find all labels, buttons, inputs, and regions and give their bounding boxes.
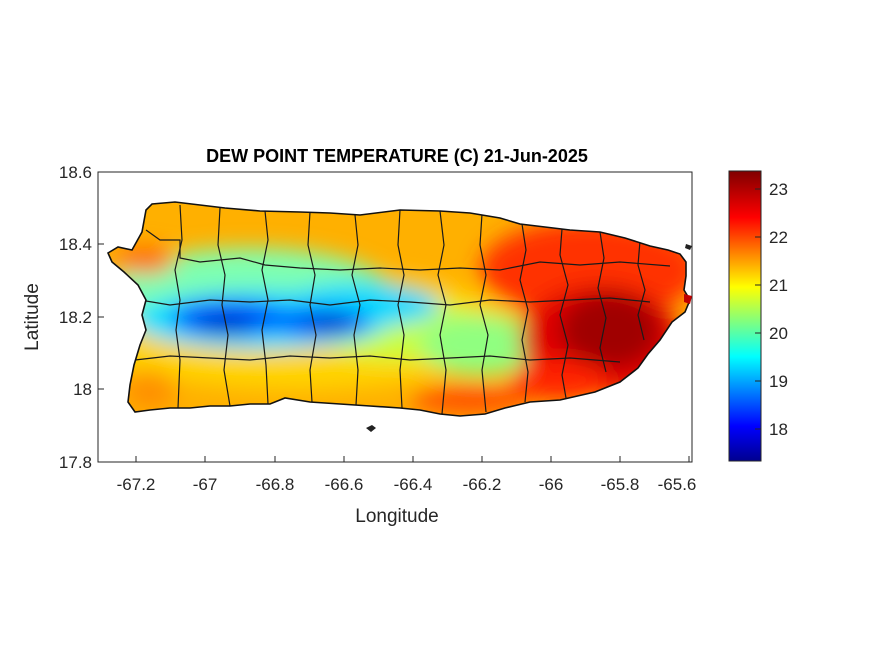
x-tick-label: -67 [193, 475, 218, 494]
dew-point-field [108, 202, 690, 416]
y-tick-label: 18.4 [59, 235, 92, 254]
colorbar-tick-label: 20 [769, 324, 788, 343]
municipality-borders [134, 204, 671, 415]
y-tick-label: 18.6 [59, 163, 92, 182]
y-tick-label: 18.2 [59, 308, 92, 327]
y-axis: 18.6 18.4 18.2 18 17.8 Latitude [22, 163, 104, 472]
colorbar-tick-label: 21 [769, 276, 788, 295]
x-tick-label: -67.2 [117, 475, 156, 494]
colorbar-tick-label: 18 [769, 420, 788, 439]
x-tick-label: -66.4 [394, 475, 433, 494]
x-tick-label: -65.8 [601, 475, 640, 494]
x-tick-label: -65.6 [658, 475, 697, 494]
y-tick-label: 18 [73, 380, 92, 399]
colorbar-gradient [728, 170, 762, 462]
map-axes: -67.2 -67 -66.8 -66.6 -66.4 -66.2 -66 -6… [22, 163, 697, 527]
colorbar-tick-label: 23 [769, 180, 788, 199]
x-tick-label: -66.2 [463, 475, 502, 494]
x-tick-label: -66.8 [256, 475, 295, 494]
east-coast-islet [684, 294, 692, 304]
map-title: DEW POINT TEMPERATURE (C) 21-Jun-2025 [206, 146, 588, 166]
colorbar-tick-label: 19 [769, 372, 788, 391]
colorbar-tick-label: 22 [769, 228, 788, 247]
x-axis-label: Longitude [355, 506, 438, 527]
colorbar: 23 22 21 20 19 18 [728, 170, 788, 462]
x-axis: -67.2 -67 -66.8 -66.6 -66.4 -66.2 -66 -6… [117, 456, 697, 527]
x-tick-label: -66.6 [325, 475, 364, 494]
y-axis-label: Latitude [22, 283, 43, 351]
caja-de-muertos-island [366, 425, 376, 432]
y-tick-label: 17.8 [59, 453, 92, 472]
east-cay-island [685, 244, 692, 250]
x-tick-label: -66 [539, 475, 564, 494]
